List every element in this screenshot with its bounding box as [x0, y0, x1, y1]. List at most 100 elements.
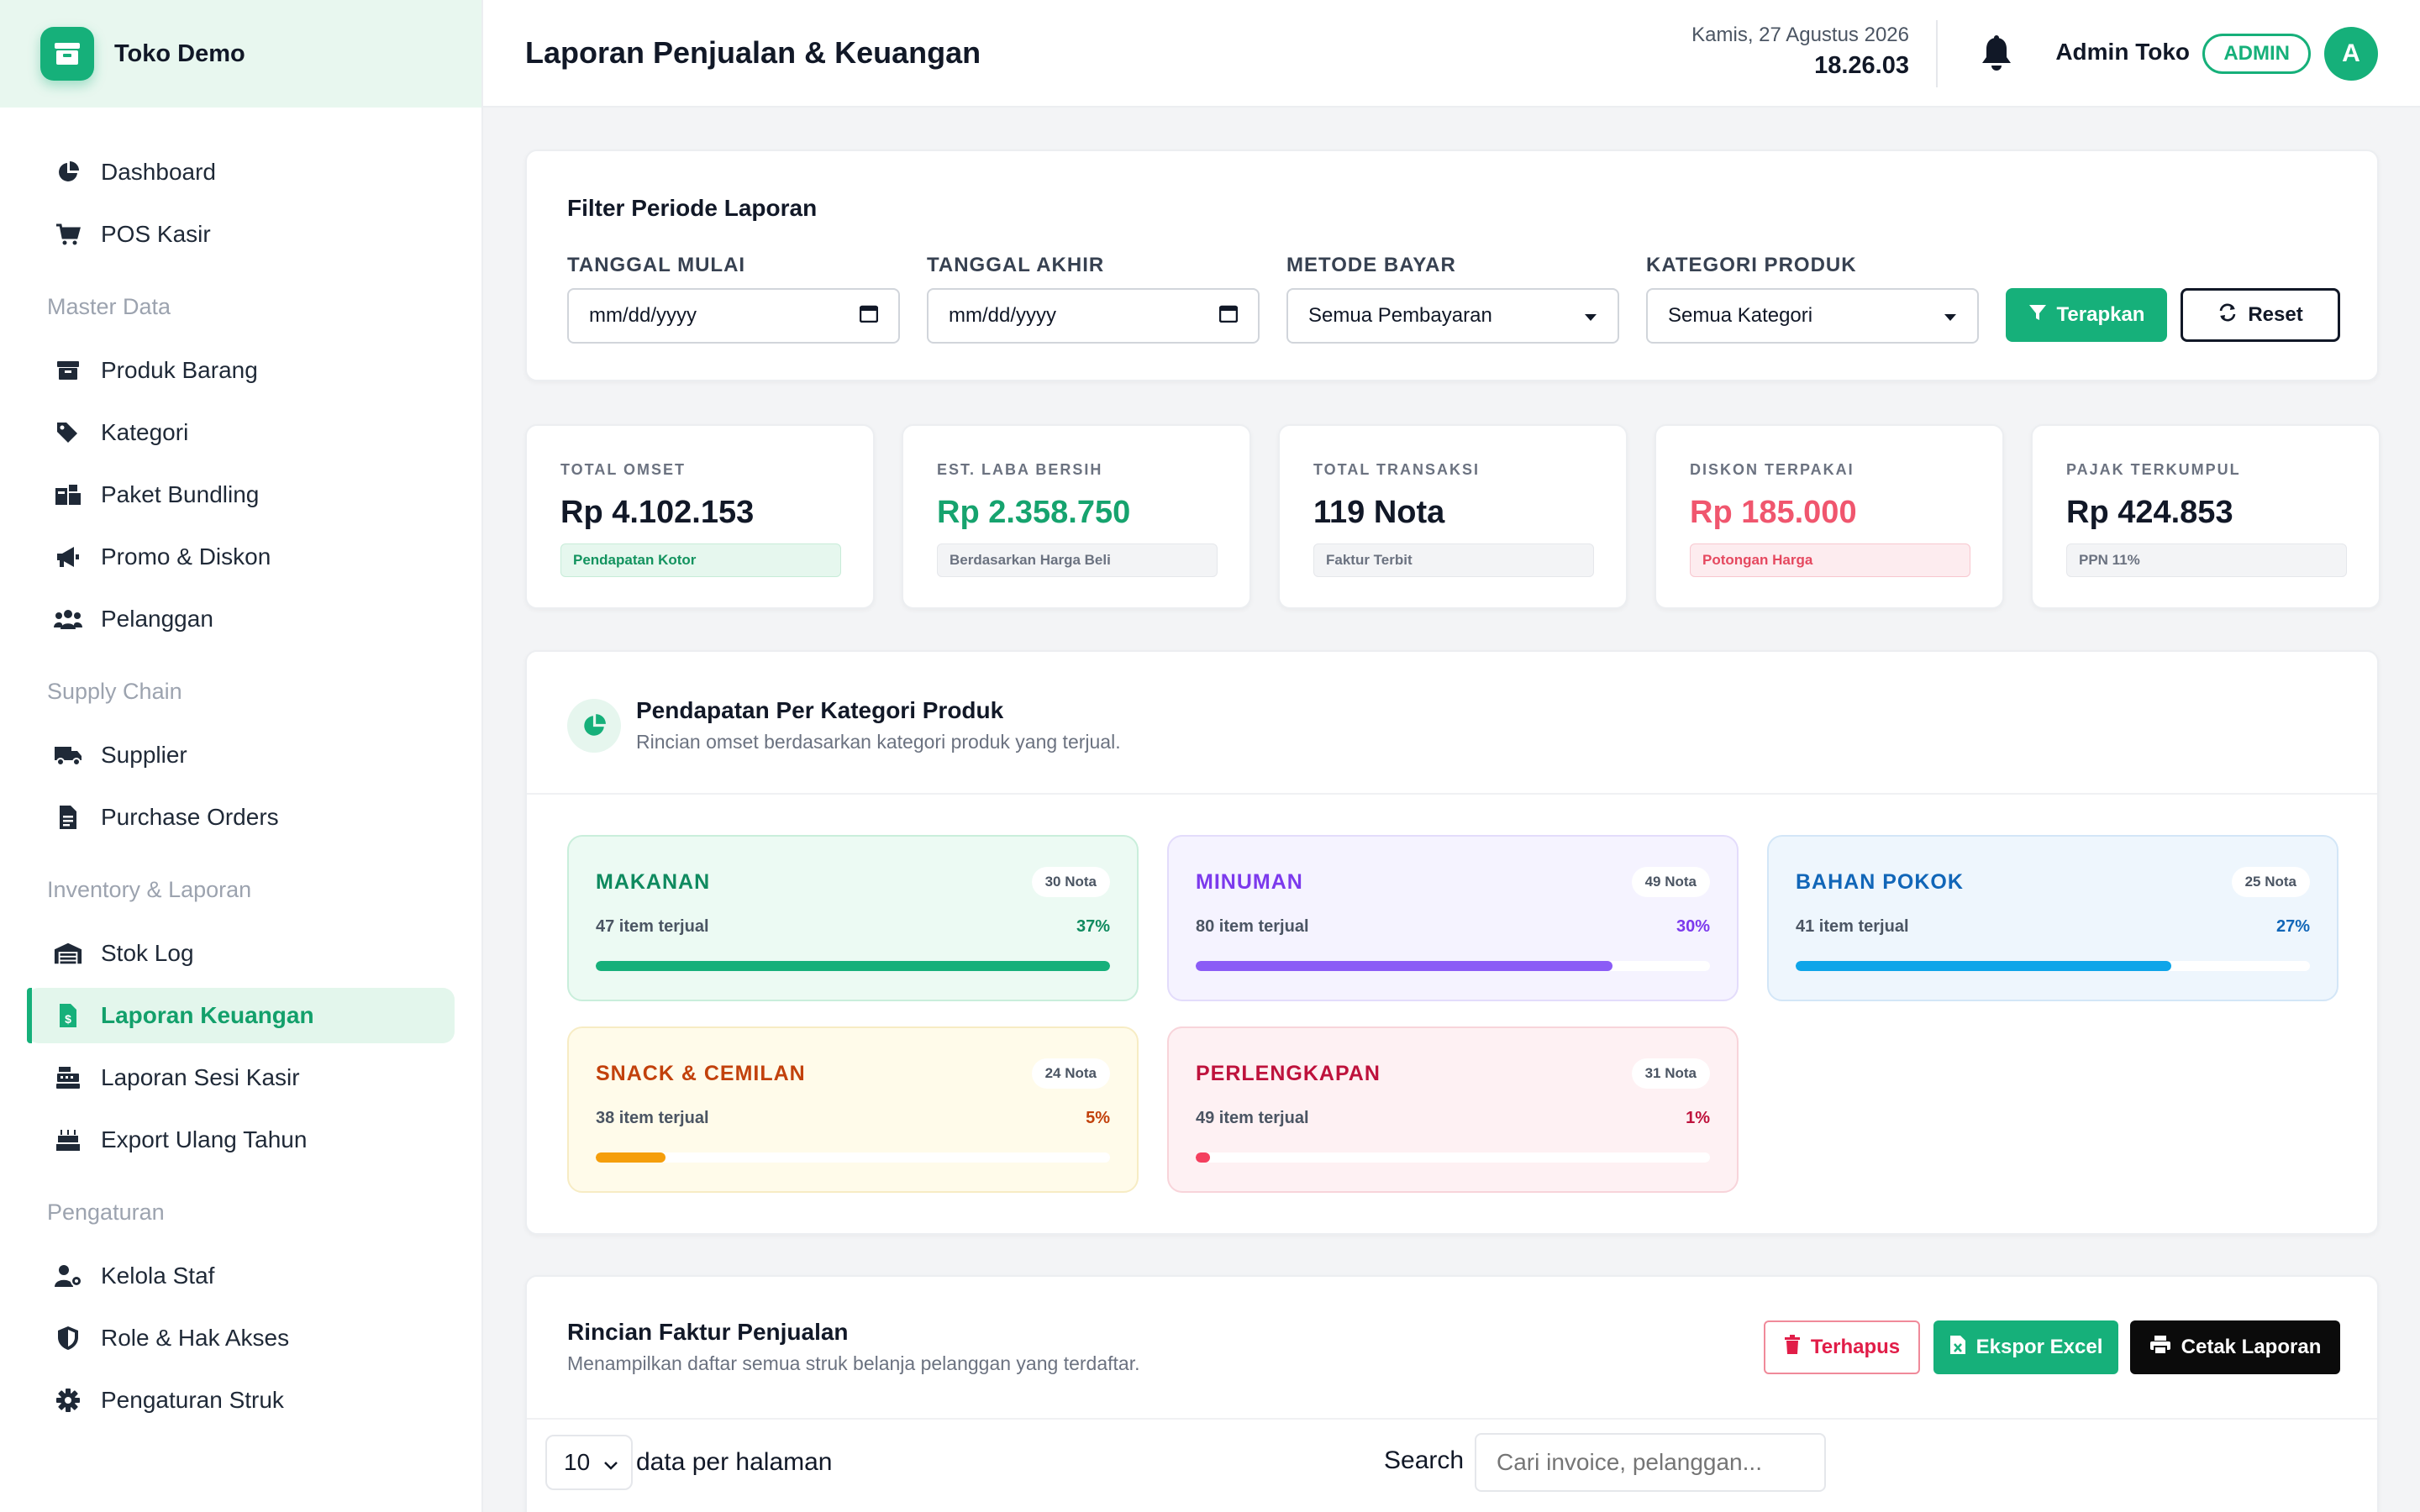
stat-value: Rp 2.358.750 — [937, 495, 1131, 530]
invoice-panel-subtitle: Menampilkan daftar semua struk belanja p… — [567, 1352, 1140, 1374]
sidebar-item-pengaturan-struk[interactable]: Pengaturan Struk — [27, 1373, 455, 1428]
stat-tag: Berdasarkan Harga Beli — [937, 543, 1218, 577]
sidebar-item-promo-diskon[interactable]: Promo & Diskon — [27, 529, 455, 585]
sidebar-item-laporan-sesi-kasir[interactable]: Laporan Sesi Kasir — [27, 1050, 455, 1105]
calendar-icon — [859, 304, 879, 328]
search-input[interactable] — [1475, 1433, 1826, 1492]
tags-icon — [54, 418, 82, 447]
pie-chart-icon — [567, 699, 621, 753]
per-page-value: 10 — [564, 1449, 591, 1475]
bell-icon[interactable] — [1980, 35, 2013, 76]
pie-chart-icon — [54, 158, 82, 186]
sidebar-item-pos-kasir[interactable]: POS Kasir — [27, 207, 455, 262]
start-date-input[interactable]: mm/dd/yyyy — [567, 288, 900, 344]
sidebar-item-supplier[interactable]: Supplier — [27, 727, 455, 783]
sidebar-item-laporan-keuangan[interactable]: $ Laporan Keuangan — [27, 988, 455, 1043]
print-report-button[interactable]: Cetak Laporan — [2130, 1320, 2340, 1374]
avatar[interactable]: A — [2324, 27, 2378, 81]
nav-section-supply-chain: Supply Chain — [47, 679, 182, 704]
category-panel-title: Pendapatan Per Kategori Produk — [636, 697, 1004, 723]
sidebar-item-label: Dashboard — [101, 159, 216, 185]
stat-tag: PPN 11% — [2066, 543, 2347, 577]
reset-filter-button[interactable]: Reset — [2181, 288, 2340, 342]
stat-tag: Pendapatan Kotor — [560, 543, 841, 577]
datetime-display: Kamis, 27 Agustus 2026 18.26.03 — [1691, 24, 1909, 80]
chevron-down-icon — [604, 1449, 618, 1476]
sidebar-item-label: Purchase Orders — [101, 804, 279, 830]
sidebar-item-paket-bundling[interactable]: Paket Bundling — [27, 467, 455, 522]
export-excel-button[interactable]: Ekspor Excel — [1933, 1320, 2118, 1374]
sidebar-item-pelanggan[interactable]: Pelanggan — [27, 591, 455, 647]
divider — [527, 1418, 2377, 1420]
svg-text:$: $ — [65, 1012, 71, 1026]
bundle-icon — [54, 480, 82, 509]
end-date-value: mm/dd/yyyy — [949, 304, 1057, 327]
sidebar: Toko Demo Dashboard POS Kasir Master Dat… — [0, 0, 483, 1512]
reset-filter-label: Reset — [2248, 303, 2303, 326]
sidebar-item-export-ulang-tahun[interactable]: Export Ulang Tahun — [27, 1112, 455, 1168]
sidebar-item-label: Paket Bundling — [101, 481, 260, 507]
sidebar-item-stok-log[interactable]: Stok Log — [27, 926, 455, 981]
category-items-sold: 38 item terjual — [596, 1109, 709, 1127]
refresh-icon — [2217, 303, 2238, 328]
apply-filter-button[interactable]: Terapkan — [2006, 288, 2167, 342]
current-date: Kamis, 27 Agustus 2026 — [1691, 24, 1909, 46]
category-percent: 37% — [1076, 917, 1110, 936]
category-name: BAHAN POKOK — [1796, 870, 1964, 894]
stat-value: Rp 4.102.153 — [560, 495, 755, 530]
calendar-icon — [1218, 304, 1239, 328]
category-items-sold: 41 item terjual — [1796, 917, 1909, 936]
per-page-select[interactable]: 10 — [545, 1435, 633, 1490]
brand[interactable]: Toko Demo — [0, 0, 481, 108]
category-items-sold: 49 item terjual — [1196, 1109, 1309, 1127]
category-card-minuman: MINUMAN 49 Nota 80 item terjual 30% — [1167, 835, 1739, 1001]
end-date-input[interactable]: mm/dd/yyyy — [927, 288, 1260, 344]
sidebar-item-kategori[interactable]: Kategori — [27, 405, 455, 460]
invoice-list-panel: Rincian Faktur Penjualan Menampilkan daf… — [525, 1275, 2379, 1512]
category-name: MINUMAN — [1196, 870, 1303, 894]
filter-icon — [2028, 303, 2047, 328]
end-date-label: TANGGAL AKHIR — [927, 254, 1105, 276]
sidebar-item-kelola-staf[interactable]: Kelola Staf — [27, 1248, 455, 1304]
category-name: MAKANAN — [596, 870, 711, 894]
category-card-snack-cemilan: SNACK & CEMILAN 24 Nota 38 item terjual … — [567, 1026, 1139, 1193]
users-icon — [54, 605, 82, 633]
stat-tag: Faktur Terbit — [1313, 543, 1594, 577]
stat-label: EST. LABA BERSIH — [937, 461, 1103, 478]
product-category-select[interactable]: Semua Kategori — [1646, 288, 1979, 344]
payment-method-label: METODE BAYAR — [1286, 254, 1456, 276]
invoice-dollar-icon: $ — [54, 1001, 82, 1030]
category-progress-fill — [1196, 1152, 1210, 1163]
search-label: Search — [1384, 1446, 1465, 1474]
deleted-invoices-button[interactable]: Terhapus — [1764, 1320, 1920, 1374]
brand-name: Toko Demo — [114, 39, 245, 67]
sidebar-item-purchase-orders[interactable]: Purchase Orders — [27, 790, 455, 845]
sidebar-item-label: Pengaturan Struk — [101, 1387, 284, 1413]
megaphone-icon — [54, 543, 82, 571]
sidebar-item-label: Laporan Sesi Kasir — [101, 1064, 300, 1090]
sidebar-item-produk-barang[interactable]: Produk Barang — [27, 343, 455, 398]
sidebar-item-label: Role & Hak Akses — [101, 1325, 290, 1351]
sidebar-item-label: Pelanggan — [101, 606, 213, 632]
export-excel-label: Ekspor Excel — [1975, 1336, 2103, 1358]
payment-method-value: Semua Pembayaran — [1308, 304, 1492, 327]
stat-card-total-omset: TOTAL OMSET Rp 4.102.153 Pendapatan Koto… — [525, 424, 875, 609]
sidebar-item-role-hak-akses[interactable]: Role & Hak Akses — [27, 1310, 455, 1366]
stat-card-est-laba-bersih: EST. LABA BERSIH Rp 2.358.750 Berdasarka… — [902, 424, 1251, 609]
sidebar-item-dashboard[interactable]: Dashboard — [27, 144, 455, 200]
stat-label: DISKON TERPAKAI — [1690, 461, 1854, 478]
start-date-label: TANGGAL MULAI — [567, 254, 746, 276]
truck-icon — [54, 741, 82, 769]
payment-method-select[interactable]: Semua Pembayaran — [1286, 288, 1619, 344]
nav-section-pengaturan: Pengaturan — [47, 1200, 165, 1225]
category-card-bahan-pokok: BAHAN POKOK 25 Nota 41 item terjual 27% — [1767, 835, 2338, 1001]
category-progress-track — [596, 961, 1110, 971]
user-name[interactable]: Admin Toko — [2055, 39, 2190, 65]
category-nota-badge: 24 Nota — [1031, 1058, 1110, 1089]
category-items-sold: 80 item terjual — [1196, 917, 1309, 936]
category-nota-badge: 25 Nota — [2231, 867, 2310, 897]
category-name: PERLENGKAPAN — [1196, 1062, 1381, 1085]
category-items-sold: 47 item terjual — [596, 917, 709, 936]
filter-panel: Filter Periode Laporan TANGGAL MULAI mm/… — [525, 150, 2379, 381]
invoice-panel-title: Rincian Faktur Penjualan — [567, 1319, 849, 1345]
